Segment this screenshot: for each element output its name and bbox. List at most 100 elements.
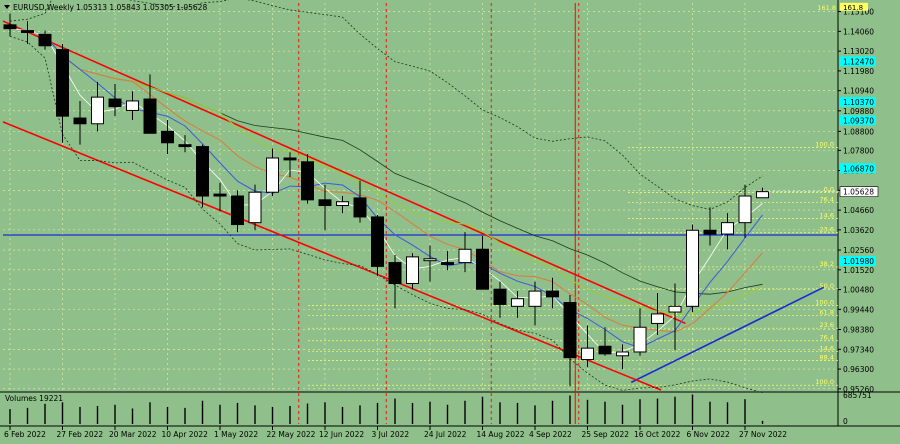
candle-body: [581, 347, 594, 361]
moving-average-13: [9, 28, 763, 316]
bollinger-lower-band: [9, 35, 763, 394]
candle-body: [423, 258, 437, 262]
price-level-highlight-label: 1.12470: [843, 57, 874, 66]
time-axis-label: 6 Nov 2022: [687, 430, 730, 439]
candle-body: [458, 248, 472, 264]
candle-body: [441, 262, 454, 265]
volume-header-label: Volumes 19221: [5, 394, 63, 403]
fibo-level-label: 100.0: [815, 378, 834, 386]
price-axis-label: 1.02560: [843, 246, 874, 255]
time-axis-label: 4 Sep 2022: [529, 430, 572, 439]
price-axis: 1.15100 1.14060 1.13020 1.11980 1.10940 1.098…: [768, 2, 879, 394]
candle-body: [703, 229, 717, 235]
fibo-level-label: 23.6: [820, 321, 834, 329]
price-axis-label: 0.96300: [843, 365, 874, 374]
fibo-level-label: 76.4: [820, 334, 834, 342]
fibo-level-label: 61.8: [820, 308, 834, 316]
time-axis-label: 3 Jul 2022: [372, 430, 410, 439]
bollinger-upper-band: [9, 0, 763, 210]
candle-body: [528, 290, 542, 307]
price-axis-label: 1.01520: [843, 266, 874, 275]
price-level-highlight: [840, 115, 876, 126]
fibo-level-label: 14.6: [820, 211, 834, 219]
current-price-label: 1.05628: [843, 188, 874, 197]
price-level-highlight-label: 1.01980: [843, 257, 874, 266]
price-level-highlight-label: 1.10370: [843, 98, 874, 107]
candle-body: [283, 157, 297, 161]
candle-body: [38, 33, 52, 47]
fibo-level-label: 76.4: [820, 196, 834, 204]
price-axis-label: 1.00480: [843, 286, 874, 295]
price-axis-label: 1.09880: [843, 107, 874, 116]
fibo-levels: 100.0 0.0 76.4 14.6 23.6 38.2 50.0 100.0 61.8 23.…: [308, 4, 838, 386]
candle-body: [336, 201, 349, 207]
fibo-level-label: 88.4: [820, 354, 834, 362]
candle-body: [73, 117, 87, 125]
candle-body: [126, 100, 139, 111]
price-axis-label: 1.13020: [843, 47, 874, 56]
trend-support-line: [630, 286, 825, 384]
candle-body: [91, 96, 104, 125]
candle-body: [616, 351, 629, 357]
candle-body: [651, 313, 664, 324]
candle-body: [248, 191, 262, 224]
candle-body: [493, 288, 507, 305]
current-price-tag: [839, 186, 879, 197]
candle-body: [318, 199, 332, 207]
candle-body: [721, 222, 734, 235]
time-axis-label: 10 Apr 2022: [162, 430, 209, 439]
time-axis-label: 12 Jun 2022: [319, 430, 364, 439]
candle-body: [756, 191, 769, 199]
candle-body: [108, 98, 122, 108]
price-axis-label: 1.15100: [843, 8, 874, 17]
fibo-level-label: 100.0: [815, 141, 834, 149]
price-axis-label: 0.97340: [843, 345, 874, 354]
candle-body: [546, 290, 559, 298]
time-axis-label: 20 Mar 2022: [109, 430, 157, 439]
price-axis-label: 0.95260: [843, 385, 874, 394]
chart-menu-triangle-icon: [4, 5, 10, 9]
price-level-highlight: [840, 256, 876, 267]
price-axis-label: 0.98380: [843, 326, 874, 335]
fibo-level-label: 14.6: [820, 345, 834, 353]
price-axis-label: 1.03620: [843, 226, 874, 235]
fibo-level-label: 23.6: [820, 226, 834, 234]
candle-body: [511, 298, 524, 307]
candles: [3, 13, 769, 387]
chart-ohlc-label: 1.05313 1.05843 1.05305 1.05628: [76, 3, 207, 12]
fibo-axis-highlight-label: 161.8: [843, 4, 863, 12]
price-level-highlight: [840, 163, 876, 174]
candle-body: [686, 229, 699, 307]
candle-body: [3, 24, 17, 30]
fibo-level-label: 100.0: [815, 298, 834, 306]
price-level-highlight: [840, 56, 876, 67]
volume-bars: [9, 394, 764, 424]
fibo-level-label: 0.0: [824, 186, 834, 194]
time-axis-label: 16 Oct 2022: [634, 430, 681, 439]
candle-body: [301, 161, 314, 201]
candle-body: [668, 305, 682, 313]
volume-scale-top: 685751: [843, 391, 872, 400]
time-axis: 6 Feb 2022 27 Feb 2022 20 Mar 2022 10 Apr 2…: [4, 426, 787, 439]
candle-body: [598, 345, 612, 355]
time-axis-label: 27 Nov 2022: [739, 430, 787, 439]
candle-body: [213, 193, 227, 197]
candle-body: [196, 146, 209, 197]
volume-scale-bottom: 0: [843, 417, 848, 426]
candle-body: [21, 30, 34, 33]
time-axis-label: 24 Jul 2022: [424, 430, 467, 439]
time-axis-label: 22 May 2022: [267, 430, 316, 439]
channel-lower-line: [2, 121, 662, 391]
candle-body: [266, 157, 279, 193]
fibo-axis-highlight: [840, 2, 868, 11]
time-axis-label: 6 Feb 2022: [4, 430, 46, 439]
time-axis-label: 1 May 2022: [214, 430, 258, 439]
price-axis-label: 1.08800: [843, 127, 874, 136]
chart-symbol-label: EURUSD,Weekly: [13, 3, 74, 12]
channel-upper-line: [2, 20, 686, 325]
price-axis-label: 0.99440: [843, 305, 874, 314]
price-axis-label: 1.04660: [843, 206, 874, 215]
